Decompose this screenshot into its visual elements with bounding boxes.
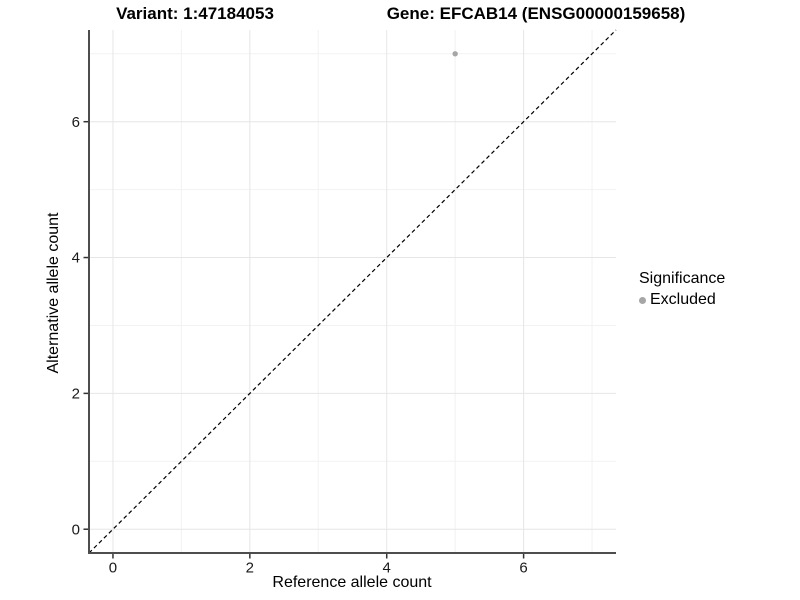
x-tick-label: 6 — [519, 559, 527, 576]
excluded-point-icon — [639, 296, 646, 304]
y-tick-label: 6 — [72, 114, 80, 131]
y-tick-label: 0 — [72, 521, 80, 538]
y-axis-title: Alternative allele count — [45, 212, 62, 374]
y-tick-label: 4 — [72, 250, 80, 267]
x-tick-label: 4 — [383, 559, 391, 576]
legend: Significance Excluded — [639, 270, 725, 309]
y-tick-label: 2 — [72, 385, 80, 402]
x-axis-title: Reference allele count — [272, 574, 432, 591]
x-tick-label: 0 — [109, 559, 117, 576]
x-tick-label: 2 — [246, 559, 254, 576]
gene-title: Gene: EFCAB14 (ENSG00000159658) — [386, 4, 686, 23]
data-point — [452, 51, 458, 57]
identity-line — [88, 29, 617, 554]
variant-title: Variant: 1:47184053 — [116, 4, 274, 23]
legend-entry-excluded: Excluded — [639, 291, 725, 309]
legend-entry-label: Excluded — [650, 291, 716, 308]
legend-title: Significance — [639, 270, 726, 287]
